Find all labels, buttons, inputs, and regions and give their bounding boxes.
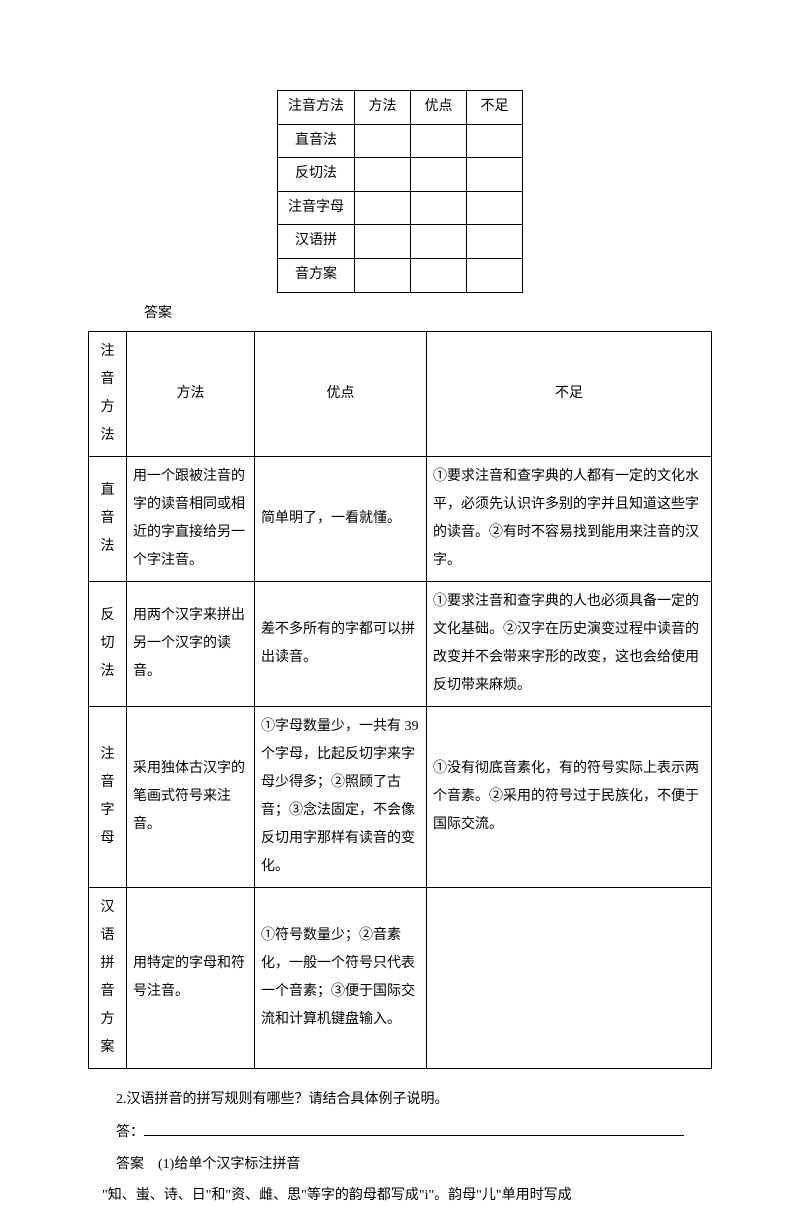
row-name-3: 汉语 拼音 方案 xyxy=(89,888,127,1069)
small-row-0: 直音法 xyxy=(278,124,355,158)
small-row-1: 反切法 xyxy=(278,158,355,192)
big-th-0: 注音方法 xyxy=(89,332,127,457)
table-row: 直 音 法 用一个跟被注音的字的读音相同或相近的字直接给另一个字注音。 简单明了… xyxy=(89,457,712,582)
small-row-2: 注音字母 xyxy=(278,191,355,225)
answer-2-body: "知、蚩、诗、日"和"资、雌、思"等字的韵母都写成"i"。韵母"儿"单用时写成 xyxy=(88,1183,712,1210)
row-method-3: 用特定的字母和符号注音。 xyxy=(127,888,255,1069)
row-name-0: 直 音 法 xyxy=(89,457,127,582)
row-merit-1: 差不多所有的字都可以拼出读音。 xyxy=(255,582,427,707)
small-header-table: 注音方法 方法 优点 不足 直音法 反切法 注音字母 汉语拼 音方案 xyxy=(277,90,523,293)
small-row-3: 汉语拼 xyxy=(278,225,355,259)
small-th-1: 方法 xyxy=(355,91,411,125)
answer-blank-line: 答： xyxy=(88,1120,712,1147)
row-merit-3: ①符号数量少；②音素化，一般一个符号只代表一个音素；③便于国际交流和计算机键盘输… xyxy=(255,888,427,1069)
row-merit-2: ①字母数量少，一共有 39 个字母，比起反切字来字母少得多；②照顾了古音；③念法… xyxy=(255,707,427,888)
row-name-1: 反 切 法 xyxy=(89,582,127,707)
answer-prefix: 答： xyxy=(116,1125,144,1140)
row-demerit-2: ①没有彻底音素化，有的符号实际上表示两个音素。②采用的符号过于民族化，不便于国际… xyxy=(427,707,712,888)
small-th-3: 不足 xyxy=(467,91,523,125)
row-name-2: 注 音 字 母 xyxy=(89,707,127,888)
small-th-2: 优点 xyxy=(411,91,467,125)
answer-label: 答案 xyxy=(144,301,712,328)
row-demerit-0: ①要求注音和查字典的人都有一定的文化水平，必须先认识许多别的字并且知道这些字的读… xyxy=(427,457,712,582)
row-demerit-3 xyxy=(427,888,712,1069)
answer-2-label: 答案 (1)给单个汉字标注拼音 xyxy=(88,1152,712,1179)
row-demerit-1: ①要求注音和查字典的人也必须具备一定的文化基础。②汉字在历史演变过程中读音的改变… xyxy=(427,582,712,707)
row-merit-0: 简单明了，一看就懂。 xyxy=(255,457,427,582)
big-th-2: 优点 xyxy=(255,332,427,457)
blank-underline xyxy=(144,1122,684,1136)
question-2: 2.汉语拼音的拼写规则有哪些？请结合具体例子说明。 xyxy=(88,1087,712,1114)
row-method-0: 用一个跟被注音的字的读音相同或相近的字直接给另一个字注音。 xyxy=(127,457,255,582)
big-th-1: 方法 xyxy=(127,332,255,457)
table-row: 注 音 字 母 采用独体古汉字的笔画式符号来注音。 ①字母数量少，一共有 39 … xyxy=(89,707,712,888)
big-th-3: 不足 xyxy=(427,332,712,457)
table-row: 汉语 拼音 方案 用特定的字母和符号注音。 ①符号数量少；②音素化，一般一个符号… xyxy=(89,888,712,1069)
row-method-2: 采用独体古汉字的笔画式符号来注音。 xyxy=(127,707,255,888)
small-th-0: 注音方法 xyxy=(278,91,355,125)
answer-table: 注音方法 方法 优点 不足 直 音 法 用一个跟被注音的字的读音相同或相近的字直… xyxy=(88,331,712,1069)
small-row-4: 音方案 xyxy=(278,258,355,292)
row-method-1: 用两个汉字来拼出另一个汉字的读音。 xyxy=(127,582,255,707)
table-row: 反 切 法 用两个汉字来拼出另一个汉字的读音。 差不多所有的字都可以拼出读音。 … xyxy=(89,582,712,707)
